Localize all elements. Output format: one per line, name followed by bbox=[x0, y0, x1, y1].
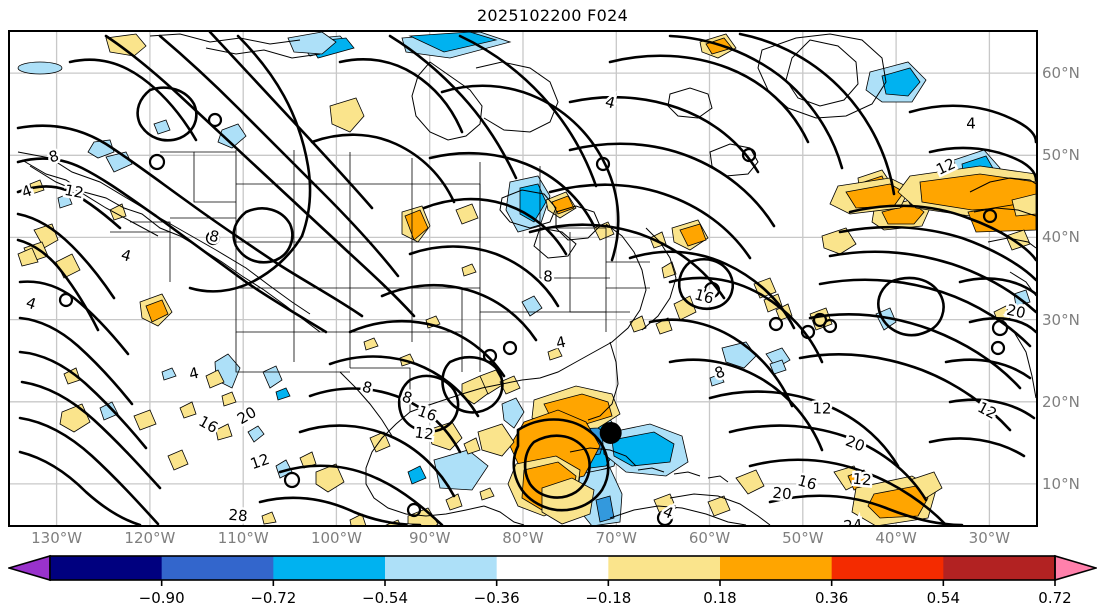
contour-label: 20 bbox=[234, 403, 260, 428]
colorbar-ticks bbox=[160, 580, 1056, 586]
contour-label: 12 bbox=[63, 181, 85, 202]
contour-lines bbox=[16, 32, 1036, 525]
lon-tick-label: 40°W bbox=[875, 529, 917, 547]
colorbar-tick-label: −0.54 bbox=[362, 589, 408, 607]
colorbar-graphic bbox=[8, 554, 1097, 586]
contour-label: 20 bbox=[843, 432, 867, 456]
storm-center-marker[interactable] bbox=[599, 421, 622, 444]
map-panel[interactable]: 8 8 12 12 4 4 4 4 4 4 4 4 16 16 20 20 12 12 28 28 8 8 12 12 8 8 8 8… bbox=[8, 30, 1038, 527]
lat-tick-label: 10°N bbox=[1042, 474, 1080, 493]
longitude-axis: 130°W 120°W 110°W 100°W 90°W 80°W 70°W 60°W 50°W… bbox=[8, 529, 1038, 551]
shaded-anomaly-positive bbox=[17, 32, 1036, 525]
colorbar-segments bbox=[8, 554, 1097, 582]
contour-label: 4 bbox=[554, 333, 567, 353]
colorbar-extend-min bbox=[8, 554, 51, 582]
lon-tick-label: 30°W bbox=[968, 529, 1011, 547]
colorbar-segment bbox=[496, 556, 609, 580]
contour-label-halo: 12 bbox=[852, 470, 873, 490]
colorbar-tick-label: −0.72 bbox=[250, 589, 297, 607]
lat-tick-label: 40°N bbox=[1042, 228, 1080, 247]
lat-tick-label: 50°N bbox=[1042, 146, 1080, 165]
colorbar-panel[interactable]: −0.90 −0.72 −0.54 −0.36 −0.18 0.18 0.36 0.54 0.7… bbox=[8, 553, 1097, 613]
contour-label: 8 bbox=[47, 147, 61, 167]
contour-label-halo: 8 bbox=[543, 267, 553, 285]
colorbar-tick-label: 0.72 bbox=[1038, 589, 1072, 607]
lon-tick-label: 100°W bbox=[310, 529, 362, 547]
contour-label: 16 bbox=[693, 285, 716, 307]
colorbar-segment bbox=[831, 556, 944, 580]
lon-tick-label: 80°W bbox=[502, 529, 544, 547]
contour-label: 12 bbox=[812, 399, 831, 417]
contour-label: 8 bbox=[360, 378, 374, 398]
contour-label: 4 bbox=[603, 93, 617, 113]
colorbar-outline bbox=[49, 555, 1056, 581]
lat-tick-label: 30°N bbox=[1042, 310, 1080, 329]
lon-tick-label: 120°W bbox=[124, 529, 176, 547]
lon-tick-label: 90°W bbox=[409, 529, 451, 547]
lat-tick-label: 60°N bbox=[1042, 64, 1080, 83]
lon-tick-label: 110°W bbox=[217, 529, 269, 547]
contour-label: 20 bbox=[772, 484, 793, 504]
contour-label: 28 bbox=[228, 506, 249, 525]
colorbar-tick-label: 0.36 bbox=[814, 589, 849, 607]
contour-label: 12 bbox=[413, 423, 434, 443]
colorbar-segment bbox=[943, 556, 1056, 580]
contour-label: 4 bbox=[119, 246, 133, 266]
colorbar-segment bbox=[720, 556, 833, 580]
lat-tick-label: 20°N bbox=[1042, 392, 1080, 411]
contour-label: 24 bbox=[843, 516, 864, 525]
contour-label: 12 bbox=[852, 470, 873, 490]
lon-tick-label: 70°W bbox=[595, 529, 637, 547]
contour-label: 4 bbox=[24, 293, 39, 313]
lon-tick-label: 130°W bbox=[31, 529, 83, 547]
contour-label: 4 bbox=[187, 364, 200, 384]
contour-label: 20 bbox=[1005, 301, 1027, 323]
latitude-axis: 60°N 50°N 40°N 30°N 20°N 10°N bbox=[1042, 30, 1105, 527]
contour-label: 4 bbox=[966, 115, 976, 133]
contour-label-halo: 12 bbox=[812, 399, 831, 417]
contour-label-halo: 24 bbox=[843, 516, 864, 525]
colorbar-tick-label: −0.36 bbox=[473, 589, 520, 607]
contour-label: 8 bbox=[543, 267, 553, 285]
contour-label: 16 bbox=[415, 402, 439, 425]
contour-label-halo: 20 bbox=[772, 484, 793, 504]
contour-label: 12 bbox=[248, 450, 272, 473]
page-title: 2025102200 F024 bbox=[476, 6, 629, 25]
contour-label: 8 bbox=[207, 227, 220, 247]
colorbar-segment bbox=[273, 556, 386, 580]
map-frame: 8 8 12 12 4 4 4 4 4 4 4 4 16 16 20 20 12 12 28 28 8 8 12 12 8 8 8 8… bbox=[8, 30, 1038, 527]
colorbar-tick-label: 0.54 bbox=[926, 589, 961, 607]
colorbar-tick-label: −0.90 bbox=[138, 589, 185, 607]
colorbar-segment bbox=[50, 556, 163, 580]
colorbar-tick-label: −0.18 bbox=[585, 589, 632, 607]
colorbar-segment bbox=[385, 556, 498, 580]
colorbar-tick-label: 0.18 bbox=[703, 589, 737, 607]
colorbar-extend-max bbox=[1054, 554, 1097, 582]
lon-tick-label: 60°W bbox=[688, 529, 731, 547]
contour-label-halo: 28 bbox=[228, 506, 249, 525]
contour-label: 16 bbox=[795, 471, 818, 494]
lon-tick-label: 50°W bbox=[782, 529, 824, 547]
colorbar-segment bbox=[161, 556, 274, 580]
contour-label-halo: 4 bbox=[966, 115, 976, 133]
colorbar-segment bbox=[608, 556, 721, 580]
